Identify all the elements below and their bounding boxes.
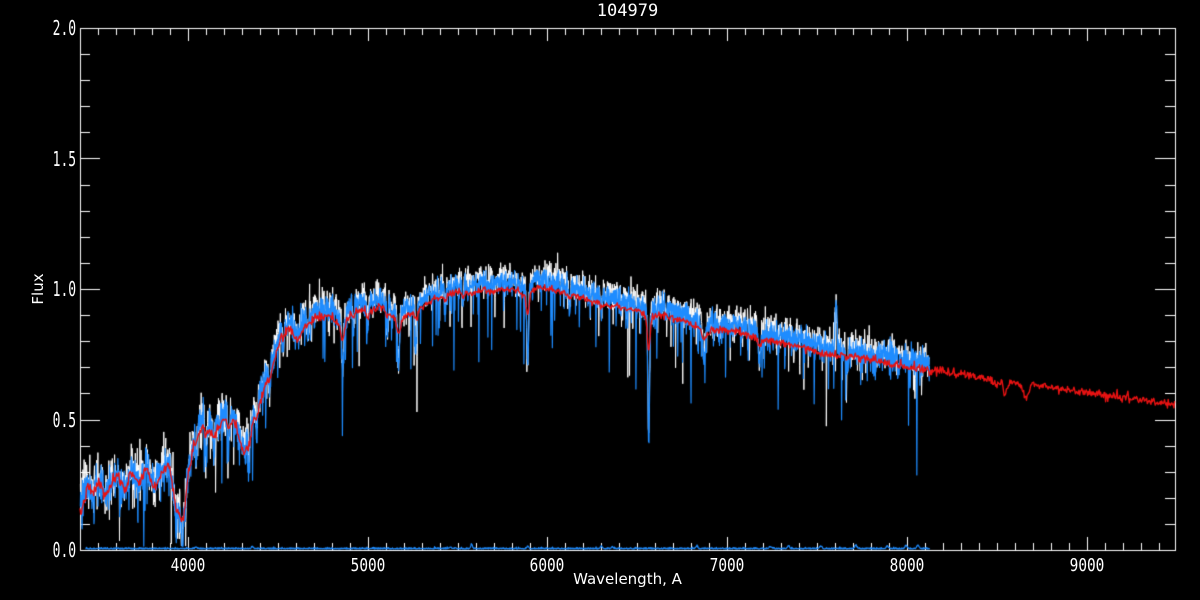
x-axis-label: Wavelength, A: [573, 570, 682, 588]
y-axis-label: Flux: [29, 273, 47, 305]
chart-title: 104979: [596, 1, 659, 21]
